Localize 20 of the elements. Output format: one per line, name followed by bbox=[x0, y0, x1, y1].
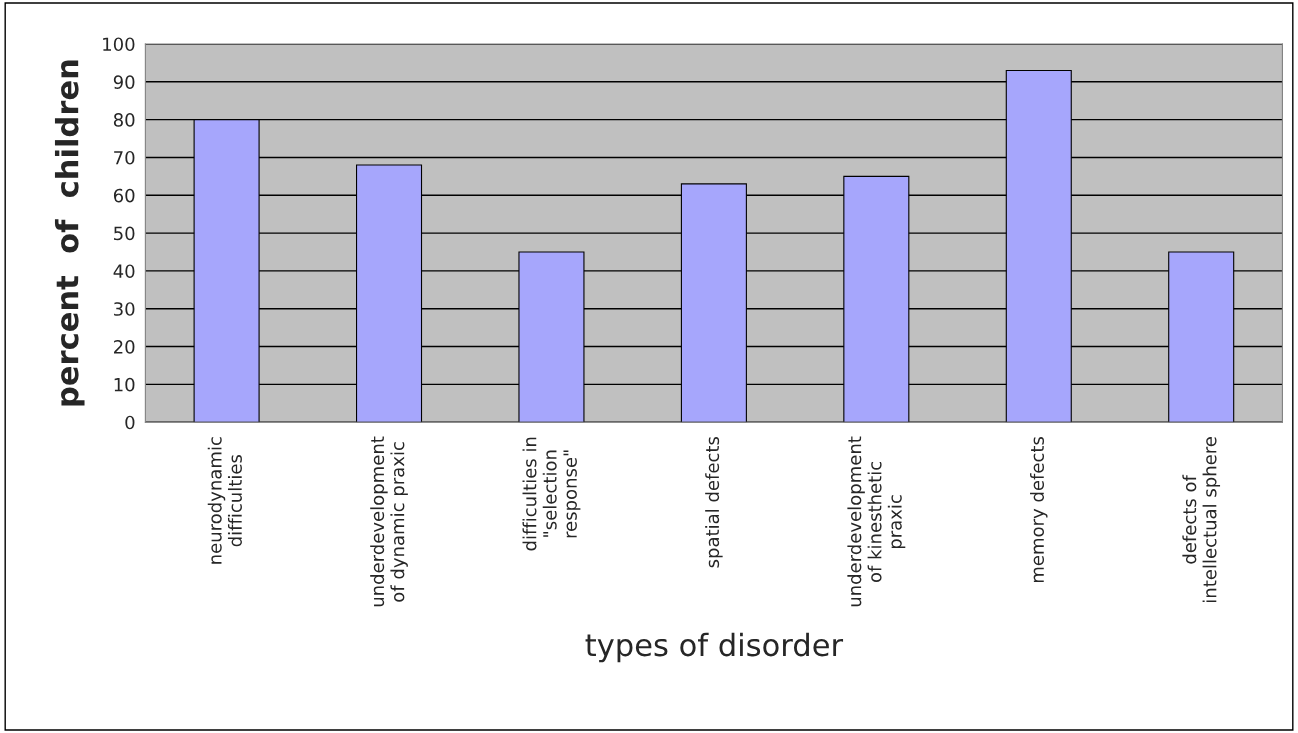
y-tick-label: 60 bbox=[113, 188, 135, 203]
y-tick-label: 100 bbox=[103, 37, 135, 52]
y-axis-title: percent of children bbox=[54, 60, 85, 406]
x-tick-label: defects of intellectual sphere bbox=[1182, 437, 1221, 602]
y-tick-label: 70 bbox=[114, 150, 135, 165]
y-tick-label: 80 bbox=[113, 113, 135, 127]
y-tick-label: 50 bbox=[114, 226, 135, 241]
y-tick-label: 0 bbox=[125, 415, 135, 430]
x-tick-label: neurodynamic difficulties bbox=[207, 437, 242, 564]
x-axis-title: types of disorder bbox=[585, 632, 844, 663]
y-tick-label: 30 bbox=[114, 302, 135, 316]
x-tick-label: memory defects bbox=[1030, 436, 1048, 583]
y-tick-label: 10 bbox=[114, 377, 135, 392]
x-tick-label: difficulties in "selection response" bbox=[522, 437, 581, 551]
y-tick-label: 40 bbox=[113, 264, 135, 279]
x-tick-label: underdevelopment of kinesthetic praxic bbox=[847, 436, 906, 607]
y-tick-label: 90 bbox=[113, 75, 135, 89]
x-tick-label: spatial defects bbox=[705, 436, 723, 568]
y-tick-label: 20 bbox=[114, 340, 135, 354]
x-tick-label: underdevelopment of dynamic praxic bbox=[370, 436, 408, 607]
